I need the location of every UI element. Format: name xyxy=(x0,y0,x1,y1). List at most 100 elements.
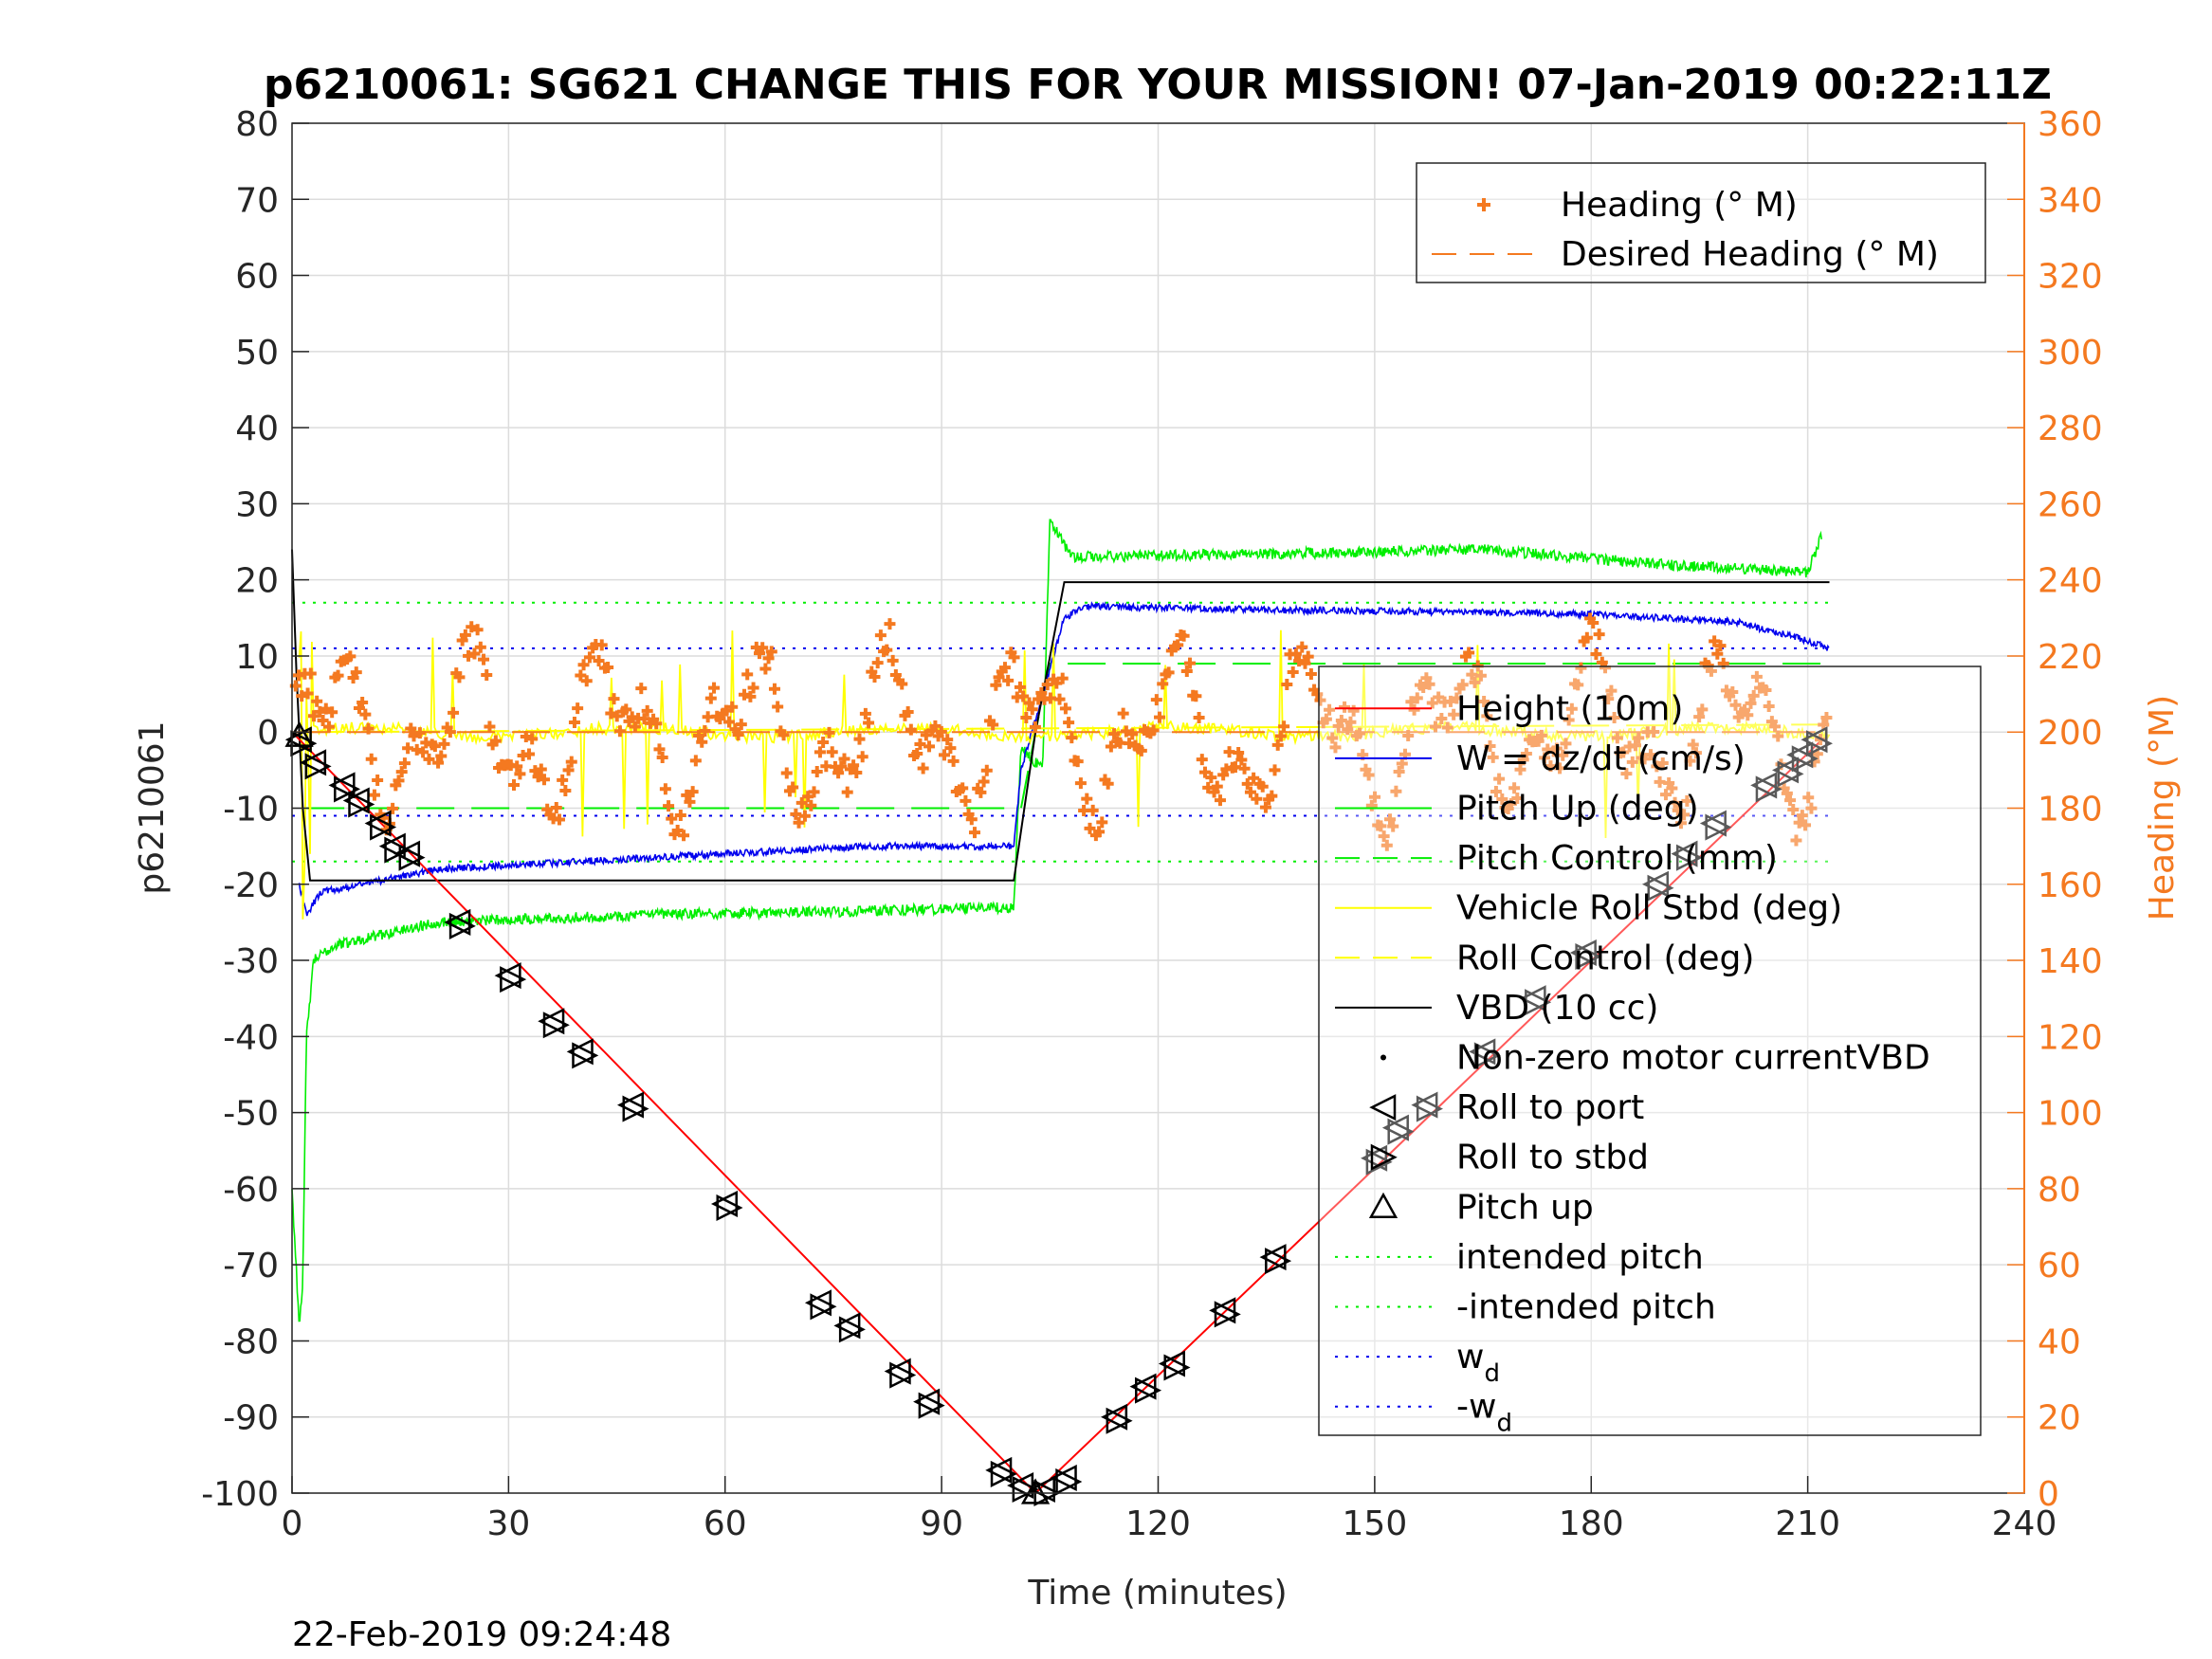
heading-point xyxy=(1563,714,1575,726)
heading-point xyxy=(1484,740,1496,753)
legend-label: VBD (10 cc) xyxy=(1456,989,1658,1028)
x-tick-label: 0 xyxy=(282,1504,303,1543)
heading-point xyxy=(1784,794,1797,807)
heading-point xyxy=(1324,703,1336,716)
heading-point xyxy=(1572,679,1584,691)
roll-to-stbd-marker xyxy=(889,1361,917,1389)
heading-point xyxy=(838,753,850,765)
heading-point xyxy=(350,666,362,679)
heading-point xyxy=(1387,820,1399,832)
roll-to-port-marker xyxy=(1786,741,1814,769)
heading-point xyxy=(514,768,526,780)
roll-to-stbd-marker xyxy=(1675,844,1704,871)
pitch-up-marker xyxy=(284,720,314,747)
heading-point xyxy=(1193,711,1205,723)
legend-label: Roll to stbd xyxy=(1456,1139,1649,1177)
roll-to-port-marker xyxy=(1569,939,1597,967)
heading-point xyxy=(1605,684,1618,697)
heading-point xyxy=(1800,819,1812,831)
heading-point xyxy=(296,690,308,702)
heading-point xyxy=(611,710,623,722)
roll-to-port-marker xyxy=(1519,985,1546,1012)
heading-point xyxy=(1233,746,1245,758)
heading-point xyxy=(1565,702,1578,715)
heading-point xyxy=(1684,755,1696,767)
roll-to-stbd-marker xyxy=(1135,1376,1162,1404)
roll-to-port-marker xyxy=(378,832,406,860)
legend-box xyxy=(1416,162,1986,283)
heading-point xyxy=(468,647,481,660)
heading-point xyxy=(1600,662,1612,674)
roll-to-port-marker xyxy=(444,908,471,936)
heading-point xyxy=(1511,792,1524,804)
y-tick-label: 30 xyxy=(235,485,279,524)
heading-point xyxy=(595,639,608,651)
heading-point xyxy=(1727,686,1739,699)
heading-point xyxy=(1590,648,1602,661)
heading-point xyxy=(1672,804,1684,816)
y2-tick-label: 200 xyxy=(2038,714,2103,753)
heading-point xyxy=(435,750,448,762)
legend-label: -intended pitch xyxy=(1456,1288,1716,1327)
heading-point xyxy=(575,669,587,682)
heading-point xyxy=(478,653,490,665)
roll-to-stbd-marker xyxy=(542,1012,570,1039)
heading-point xyxy=(1441,721,1453,734)
roll-to-port-marker xyxy=(1158,1350,1185,1377)
heading-point xyxy=(1344,716,1357,728)
heading-point xyxy=(1084,822,1096,834)
heading-point xyxy=(732,729,744,741)
heading-point xyxy=(795,796,808,809)
heading-point xyxy=(708,682,721,694)
heading-point xyxy=(565,756,577,768)
heading-point xyxy=(1347,704,1360,717)
heading-point xyxy=(1451,692,1463,704)
heading-point xyxy=(1096,816,1108,829)
heading-point xyxy=(920,729,932,741)
roll-to-port-marker xyxy=(566,1038,594,1066)
heading-point xyxy=(1384,813,1397,826)
heading-point xyxy=(580,675,593,687)
y2-tick-label: 20 xyxy=(2038,1399,2081,1438)
heading-point xyxy=(871,657,884,669)
heading-point xyxy=(429,740,441,753)
heading-point xyxy=(1026,703,1038,716)
roll-to-port-marker xyxy=(710,1190,738,1217)
legend-label: Height (10m) xyxy=(1456,689,1683,728)
heading-point xyxy=(1772,730,1784,742)
heading-point xyxy=(1369,791,1381,803)
roll-to-stbd-marker xyxy=(810,1293,837,1321)
heading-point xyxy=(659,783,671,795)
heading-point xyxy=(863,717,875,729)
heading-point xyxy=(1593,629,1605,641)
y-tick-label: 0 xyxy=(257,714,279,753)
heading-point xyxy=(1020,711,1033,723)
heading-point xyxy=(1281,679,1293,691)
y-tick-label: 10 xyxy=(235,638,279,677)
heading-point xyxy=(1314,694,1326,706)
y-tick-label: -60 xyxy=(223,1171,279,1210)
legend-label: W = dz/dt (cm/s) xyxy=(1456,739,1746,778)
heading-point xyxy=(689,755,702,767)
heading-point xyxy=(489,735,502,747)
heading-point xyxy=(772,701,784,713)
heading-point xyxy=(557,774,569,786)
heading-point xyxy=(686,786,699,798)
x-tick-label: 240 xyxy=(1992,1504,2057,1543)
heading-point xyxy=(935,725,947,738)
heading-point xyxy=(1380,839,1393,851)
heading-point xyxy=(629,720,641,733)
heading-point xyxy=(307,710,320,722)
heading-point xyxy=(1787,803,1800,815)
y-tick-label: -30 xyxy=(223,942,279,981)
y2-tick-label: 320 xyxy=(2038,258,2103,297)
roll-to-stbd-marker xyxy=(716,1194,743,1221)
heading-point xyxy=(1763,701,1775,713)
legend-label: Non-zero motor currentVBD xyxy=(1456,1039,1930,1078)
heading-point xyxy=(884,618,896,630)
roll-to-stbd-marker xyxy=(1214,1301,1241,1328)
heading-point xyxy=(398,757,411,770)
roll-to-port-marker xyxy=(1750,772,1778,799)
heading-point xyxy=(1124,738,1136,750)
heading-point xyxy=(859,707,871,720)
